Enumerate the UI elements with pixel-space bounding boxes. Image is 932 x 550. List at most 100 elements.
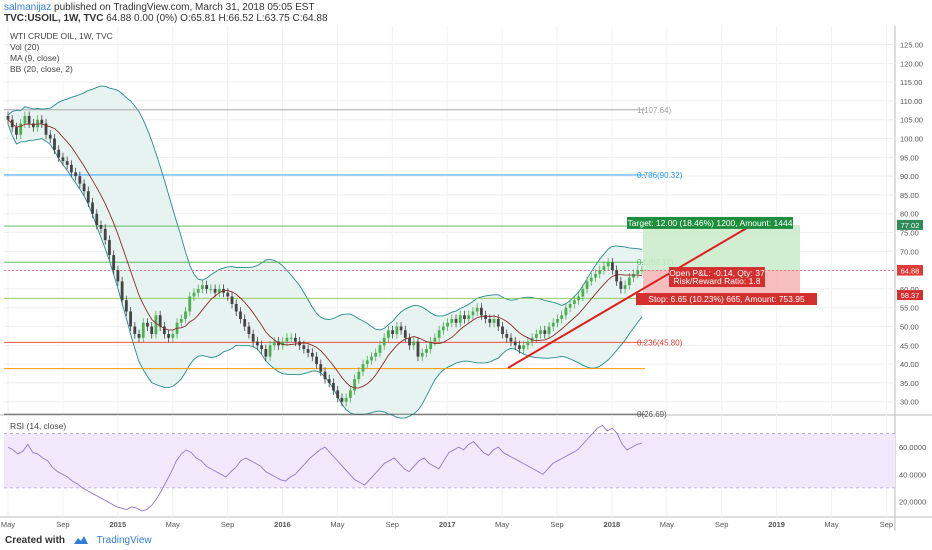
candle-body bbox=[171, 334, 175, 338]
candle-body bbox=[137, 334, 141, 338]
candle-body bbox=[420, 352, 424, 357]
time-tick-label: Sep bbox=[56, 520, 69, 529]
trendline[interactable] bbox=[507, 224, 753, 369]
candle-body bbox=[205, 285, 209, 289]
legend-volume[interactable]: Vol (20) bbox=[10, 42, 40, 52]
candle-body bbox=[399, 326, 403, 331]
price-tick-label: 40.00 bbox=[900, 360, 919, 369]
candle-body bbox=[496, 319, 500, 327]
candle-body bbox=[91, 202, 94, 214]
chart-title: WTI CRUDE OIL, 1W, TVC bbox=[10, 31, 113, 41]
legend-rsi[interactable]: RSI (14, close) bbox=[10, 421, 67, 431]
candle-body bbox=[408, 337, 411, 346]
candle-body bbox=[154, 315, 158, 335]
price-tick-label: 120.00 bbox=[900, 59, 923, 68]
price-marker-label: 77.02 bbox=[901, 221, 920, 230]
candle-body bbox=[640, 270, 644, 272]
legend-ma[interactable]: MA (9, close) bbox=[10, 53, 60, 63]
author-link[interactable]: salmanijaz bbox=[4, 2, 52, 13]
rsi-tick-label: 60.0000 bbox=[899, 443, 926, 452]
candle-body bbox=[454, 319, 458, 323]
candle-body bbox=[86, 191, 90, 203]
candle-body bbox=[458, 315, 462, 323]
candle-body bbox=[429, 341, 433, 350]
price-tick-label: 105.00 bbox=[900, 116, 923, 125]
candle-body bbox=[61, 157, 65, 162]
candle-body bbox=[488, 319, 492, 323]
price-axis[interactable]: 30.0035.0040.0045.0050.0055.0060.0065.00… bbox=[897, 41, 923, 407]
price-tick-label: 45.00 bbox=[900, 341, 919, 350]
candle-body bbox=[602, 266, 606, 271]
candle-body bbox=[391, 330, 395, 335]
price-tick-label: 60.00 bbox=[900, 285, 919, 294]
candle-body bbox=[403, 330, 407, 338]
candle-body bbox=[518, 345, 521, 350]
candle-body bbox=[264, 349, 268, 357]
price-tick-label: 30.00 bbox=[900, 398, 919, 407]
candle-body bbox=[543, 330, 547, 335]
candle-body bbox=[15, 127, 18, 135]
candle-body bbox=[611, 262, 614, 271]
candle-body bbox=[534, 334, 538, 338]
candle-body bbox=[589, 277, 593, 282]
candle-body bbox=[289, 337, 293, 339]
price-tick-label: 70.00 bbox=[900, 247, 919, 256]
candle-body bbox=[475, 307, 479, 312]
price-tick-label: 110.00 bbox=[900, 97, 922, 106]
candle-body bbox=[120, 281, 124, 301]
ma-line bbox=[7, 119, 643, 389]
candle-body bbox=[112, 255, 116, 271]
price-tick-label: 55.00 bbox=[900, 304, 919, 313]
tradingview-brand[interactable]: TradingView bbox=[96, 535, 152, 546]
price-tick-label: 50.00 bbox=[900, 323, 919, 332]
candle-body bbox=[526, 341, 530, 346]
fib-level-label: 0(26.69) bbox=[637, 410, 667, 419]
candle-body bbox=[44, 123, 48, 135]
time-tick-label: 2018 bbox=[604, 520, 621, 529]
candle-body bbox=[357, 371, 361, 380]
candle-body bbox=[167, 334, 171, 338]
time-tick-label: Sep bbox=[221, 520, 234, 529]
candle-body bbox=[636, 270, 640, 274]
candle-body bbox=[382, 337, 386, 346]
candle-body bbox=[226, 292, 230, 297]
rr-label: Risk/Reward Ratio: 1.8 bbox=[674, 276, 761, 286]
candle-body bbox=[471, 311, 475, 316]
time-tick-label: 2017 bbox=[439, 520, 456, 529]
candle-body bbox=[344, 397, 348, 402]
pnl-box-box bbox=[669, 267, 765, 288]
candle-body bbox=[492, 319, 496, 323]
candle-body bbox=[268, 345, 272, 357]
candle-body bbox=[95, 213, 99, 225]
time-axis[interactable]: May Sep 2015 May Sep 2016 May Sep 2017 May Sep 2018… bbox=[1, 520, 893, 529]
time-tick-label: Sep bbox=[550, 520, 563, 529]
time-tick-label: May bbox=[166, 520, 180, 529]
price-tick-label: 35.00 bbox=[900, 379, 919, 388]
candle-body bbox=[65, 161, 69, 165]
candle-body bbox=[57, 149, 61, 158]
candle-body bbox=[522, 345, 526, 350]
price-chart[interactable]: 1(107.64)0.786(90.32)0.618(76.72)0.5(67.… bbox=[0, 26, 932, 531]
candle-body bbox=[374, 352, 378, 357]
candle-body bbox=[281, 341, 285, 346]
candle-body bbox=[230, 296, 234, 304]
candle-body bbox=[551, 322, 555, 327]
candle-body bbox=[217, 288, 221, 293]
candle-body bbox=[619, 281, 623, 289]
candle-body bbox=[315, 356, 318, 365]
price-marker-label: 58.37 bbox=[901, 291, 920, 300]
candle-body bbox=[108, 240, 111, 256]
candle-body bbox=[395, 326, 399, 335]
time-tick-label: May bbox=[660, 520, 674, 529]
fib-level-label: 1(107.64) bbox=[637, 106, 672, 115]
candle-body bbox=[179, 319, 183, 323]
stop-label: Stop: 6.65 (10.23%) 665, Amount: 753.95 bbox=[648, 294, 805, 304]
candle-body bbox=[416, 341, 420, 357]
candle-body bbox=[82, 183, 86, 192]
candle-body bbox=[158, 315, 162, 327]
pnl-label: Open P&L: -0.14, Qty: 37 bbox=[669, 268, 765, 278]
legend-bb[interactable]: BB (20, close, 2) bbox=[10, 64, 73, 74]
candle-body bbox=[332, 382, 335, 391]
candle-body bbox=[247, 326, 251, 335]
footer: Created with TradingView bbox=[5, 535, 152, 546]
